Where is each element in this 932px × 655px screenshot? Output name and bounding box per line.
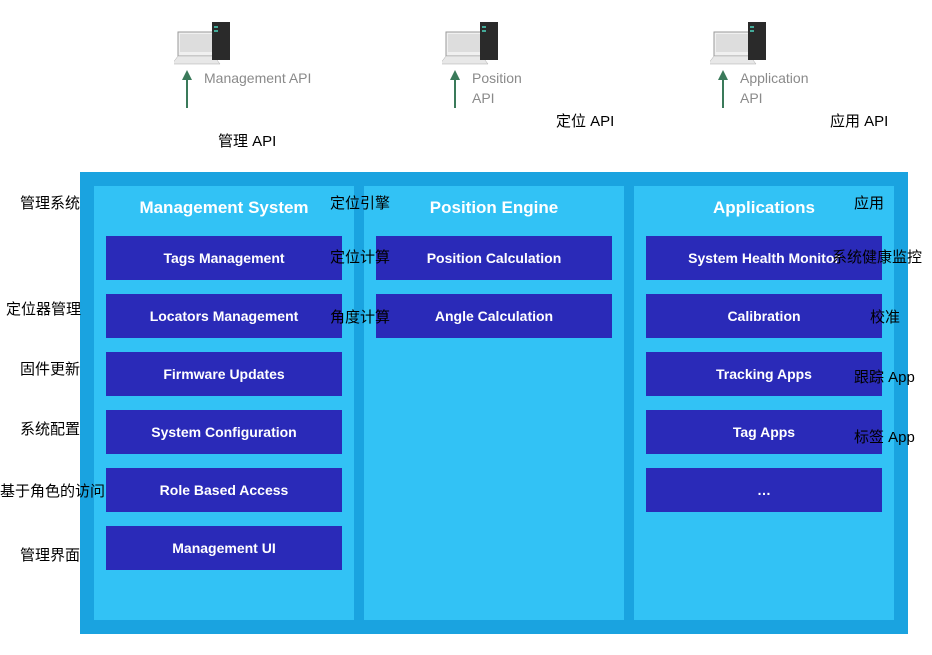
item-locators-management: Locators Management xyxy=(106,294,342,338)
api-label-management-zh: 管理 API xyxy=(218,130,276,151)
item-role-based-access: Role Based Access xyxy=(106,468,342,512)
label-firmware-zh: 固件更新 xyxy=(20,358,80,379)
server-group-position: Position API xyxy=(436,14,636,108)
label-mgmtui-zh: 管理界面 xyxy=(20,544,80,565)
api-label-application-en-2: API xyxy=(740,90,809,106)
label-management-system-zh: 管理系统 xyxy=(20,192,80,213)
item-system-configuration: System Configuration xyxy=(106,410,342,454)
api-label-position-zh: 定位 API xyxy=(556,110,614,131)
item-calibration: Calibration xyxy=(646,294,882,338)
label-tag-apps-zh: 标签 App xyxy=(854,426,915,447)
server-icon xyxy=(442,14,506,66)
item-position-calculation: Position Calculation xyxy=(376,236,612,280)
arrow-up-icon xyxy=(448,70,462,108)
label-applications-zh: 应用 xyxy=(854,192,884,213)
item-management-ui: Management UI xyxy=(106,526,342,570)
server-group-application: Application API xyxy=(704,14,904,108)
label-sysconfig-zh: 系统配置 xyxy=(20,418,80,439)
api-label-position-en-1: Position xyxy=(472,70,522,86)
label-calibration-zh: 校准 xyxy=(870,306,900,327)
arrow-up-icon xyxy=(716,70,730,108)
api-label-management-en: Management API xyxy=(204,70,311,86)
item-angle-calculation: Angle Calculation xyxy=(376,294,612,338)
item-tags-management: Tags Management xyxy=(106,236,342,280)
api-label-application-en-1: Application xyxy=(740,70,809,86)
label-position-calc-zh: 定位计算 xyxy=(330,246,390,267)
label-tracking-zh: 跟踪 App xyxy=(854,366,915,387)
main-container: Management System Tags Management Locato… xyxy=(80,172,908,634)
column-position: Position Engine Position Calculation Ang… xyxy=(364,186,624,620)
server-icon xyxy=(710,14,774,66)
item-tag-apps: Tag Apps xyxy=(646,410,882,454)
column-title-applications: Applications xyxy=(646,198,882,218)
column-title-position: Position Engine xyxy=(376,198,612,218)
column-management: Management System Tags Management Locato… xyxy=(94,186,354,620)
item-tracking-apps: Tracking Apps xyxy=(646,352,882,396)
label-health-zh: 系统健康监控 xyxy=(832,246,922,267)
server-icon xyxy=(174,14,238,66)
column-title-management: Management System xyxy=(106,198,342,218)
api-label-position-en-2: API xyxy=(472,90,522,106)
label-locators-zh: 定位器管理 xyxy=(6,298,81,319)
item-firmware-updates: Firmware Updates xyxy=(106,352,342,396)
label-angle-calc-zh: 角度计算 xyxy=(330,306,390,327)
api-label-application-zh: 应用 API xyxy=(830,110,888,131)
server-group-management: Management API xyxy=(168,14,368,108)
top-row: Management API 管理 API Position API 定位 AP… xyxy=(0,0,932,170)
arrow-up-icon xyxy=(180,70,194,108)
label-position-engine-zh: 定位引擎 xyxy=(330,192,390,213)
label-rba-zh: 基于角色的访问 xyxy=(0,480,105,501)
item-more: … xyxy=(646,468,882,512)
